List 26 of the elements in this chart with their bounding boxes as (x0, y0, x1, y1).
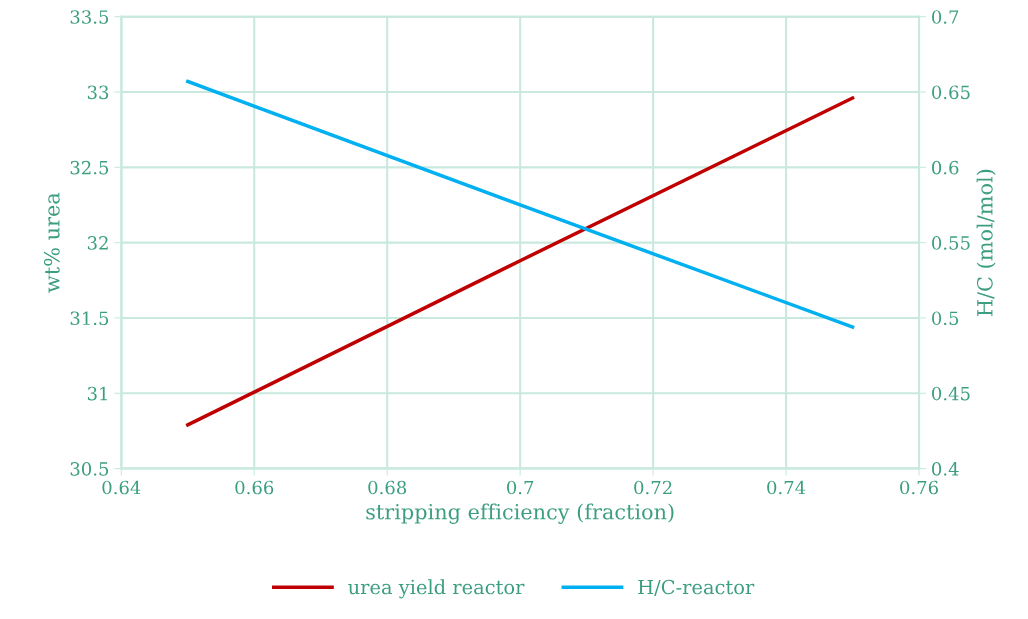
y-tick-label: 31.5 (70, 311, 109, 326)
y-tick-label: 33 (87, 85, 109, 100)
legend-label: urea yield reactor (348, 579, 525, 599)
y2-tick-label: 0.45 (932, 386, 970, 401)
y2-axis-title: H/C (mol/mol) (976, 169, 996, 316)
y2-tick-label: 0.7 (932, 10, 959, 24)
y2-tick-label: 0.4 (932, 462, 959, 476)
y-axis-title: wt% urea (43, 192, 60, 293)
x-tick-label: 0.66 (235, 480, 274, 495)
y-tick-label: 32 (87, 236, 108, 250)
y-tick-label: 32.5 (70, 160, 109, 175)
x-axis-title: stripping efficiency (fraction) (366, 503, 674, 524)
y2-tick-label: 0.55 (932, 236, 970, 250)
x-tick-label: 0.74 (767, 480, 806, 495)
y2-tick-label: 0.6 (932, 160, 959, 175)
x-tick-label: 0.72 (634, 480, 672, 495)
y-tick-label: 31 (87, 386, 107, 401)
x-tick-label: 0.7 (507, 480, 534, 495)
x-tick-label: 0.68 (368, 480, 407, 495)
legend-label: H/C-reactor (638, 579, 755, 596)
y2-tick-label: 0.65 (932, 85, 970, 100)
y-tick-label: 30.5 (70, 462, 109, 476)
x-tick-label: 0.64 (102, 480, 141, 495)
y2-tick-label: 0.5 (932, 311, 959, 326)
y-tick-label: 33.5 (70, 10, 109, 24)
x-tick-label: 0.76 (900, 480, 938, 495)
